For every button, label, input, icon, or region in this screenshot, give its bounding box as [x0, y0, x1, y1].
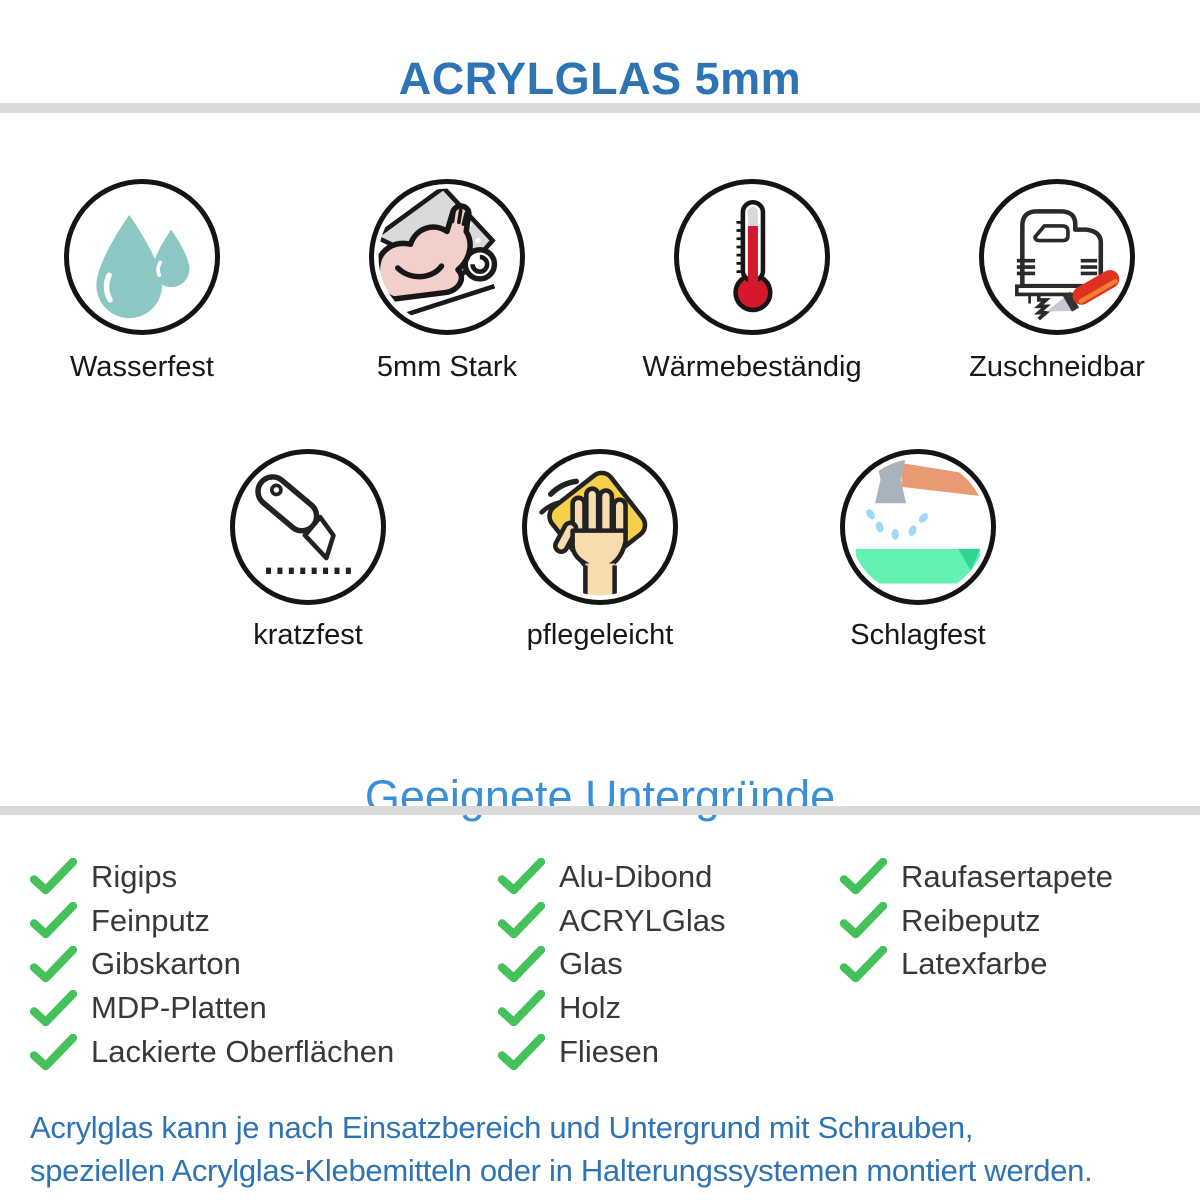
wiping-hand-icon [522, 449, 678, 605]
check-icon [840, 902, 887, 939]
substrate-label: Raufasertapete [901, 858, 1113, 894]
list-item: ACRYLGlas [498, 899, 726, 943]
jigsaw-knife-icon [979, 179, 1135, 335]
list-item: Gibskarton [30, 943, 394, 987]
check-icon [498, 1033, 545, 1070]
check-icon [498, 945, 545, 983]
divider-substrates [0, 806, 1200, 815]
substrates-column-1: Rigips Feinputz Gibskarton MDP-Platten L… [30, 855, 394, 1074]
substrate-label: Reibeputz [901, 902, 1041, 938]
check-icon [30, 989, 77, 1027]
list-item: Holz [498, 986, 726, 1030]
mounting-note-line1: Acrylglas kann je nach Einsatzbereich un… [30, 1110, 974, 1145]
thermometer-icon [674, 179, 830, 335]
check-icon [498, 902, 545, 939]
check-icon [498, 858, 545, 895]
substrates-column-2: Alu-Dibond ACRYLGlas Glas Holz Fliesen [498, 855, 726, 1074]
check-icon [840, 945, 887, 983]
list-item: Fliesen [498, 1030, 726, 1074]
water-drops-icon [64, 179, 220, 335]
list-item: Raufasertapete [840, 855, 1113, 899]
feature-heat-resistant: Wärmebeständig [612, 179, 892, 384]
substrate-label: Fliesen [559, 1034, 659, 1070]
list-item: Alu-Dibond [498, 855, 726, 899]
divider-top [0, 103, 1200, 113]
list-item: Latexfarbe [840, 943, 1113, 987]
mounting-note-line2: speziellen Acrylglas-Klebemitteln oder i… [30, 1153, 1093, 1188]
feature-label: Wärmebeständig [642, 351, 862, 383]
check-icon [30, 1033, 77, 1070]
substrate-label: Holz [559, 990, 622, 1026]
feature-label: Wasserfest [70, 351, 214, 383]
substrate-label: ACRYLGlas [559, 902, 726, 938]
mounting-note: Acrylglas kann je nach Einsatzbereich un… [30, 1106, 1190, 1192]
substrate-label: Rigips [91, 858, 178, 894]
list-item: Lackierte Oberflächen [30, 1030, 394, 1074]
substrate-label: Alu-Dibond [559, 858, 713, 894]
substrate-label: Lackierte Oberflächen [91, 1034, 395, 1070]
check-icon [30, 858, 77, 895]
feature-impact-resistant: Schlagfest [778, 449, 1058, 652]
feature-easy-care: pflegeleicht [460, 449, 740, 652]
substrate-label: Latexfarbe [901, 946, 1048, 982]
substrate-label: Glas [559, 946, 623, 982]
substrates-heading: Geeignete Untergründe [364, 771, 836, 823]
list-item: Feinputz [30, 899, 394, 943]
substrate-label: Feinputz [91, 902, 210, 938]
list-item: Glas [498, 943, 726, 987]
muscle-arm-icon [369, 179, 525, 335]
hammer-impact-icon [840, 449, 996, 605]
check-icon [30, 945, 77, 983]
feature-thickness: 5mm Stark [307, 179, 587, 384]
check-icon [30, 902, 77, 939]
feature-label: kratzfest [253, 619, 363, 651]
check-icon [498, 989, 545, 1027]
feature-label: Schlagfest [850, 619, 986, 651]
feature-label: 5mm Stark [376, 351, 518, 383]
check-icon [840, 858, 887, 895]
list-item: MDP-Platten [30, 986, 394, 1030]
substrate-label: MDP-Platten [91, 990, 267, 1026]
features-row-2: kratzfest [0, 449, 1200, 689]
feature-label: Zuschneidbar [969, 351, 1145, 383]
feature-cuttable: Zuschneidbar [917, 179, 1197, 384]
substrate-label: Gibskarton [91, 946, 241, 982]
feature-label: pflegeleicht [526, 619, 674, 651]
substrates-column-3: Raufasertapete Reibeputz Latexfarbe [840, 855, 1113, 986]
list-item: Reibeputz [840, 899, 1113, 943]
feature-scratchproof: kratzfest [168, 449, 448, 652]
list-item: Rigips [30, 855, 394, 899]
features-row-1: Wasserfest [2, 179, 1200, 384]
utility-knife-icon [230, 449, 386, 605]
feature-waterproof: Wasserfest [2, 179, 282, 384]
page-title: ACRYLGLAS 5mm [398, 53, 802, 105]
